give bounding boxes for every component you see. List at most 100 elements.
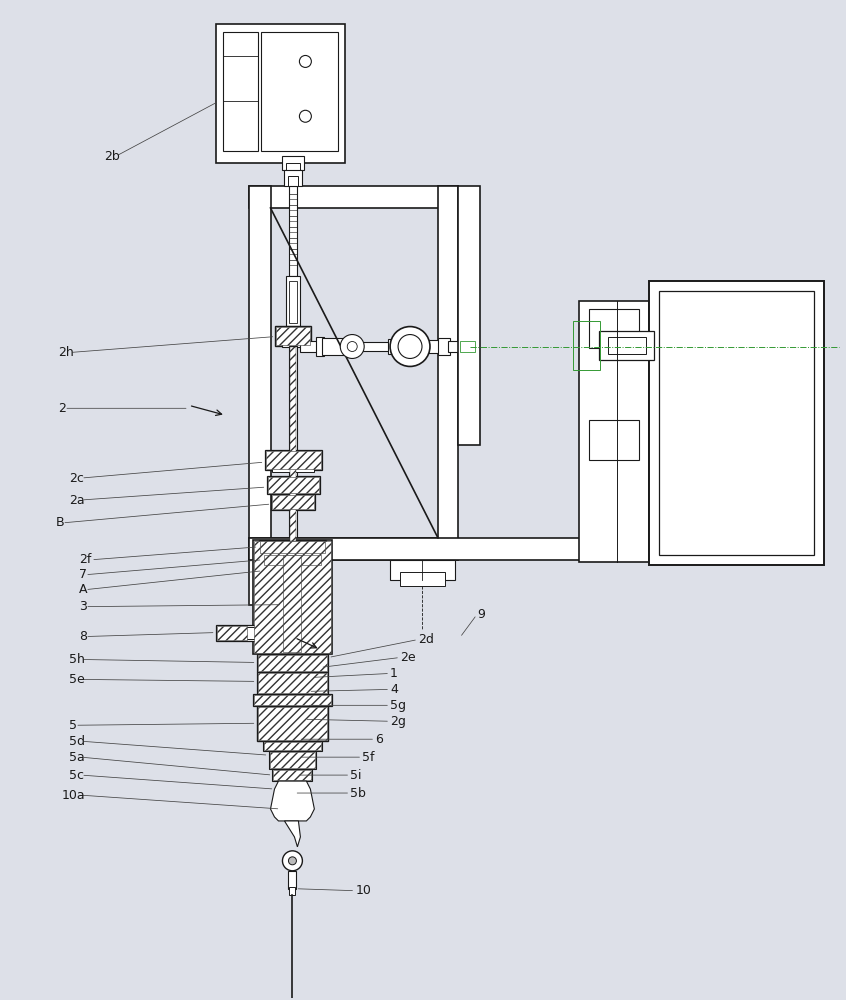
Bar bbox=[249, 538, 628, 560]
Bar bbox=[388, 339, 400, 354]
Text: 1: 1 bbox=[390, 667, 398, 680]
Bar bbox=[608, 337, 646, 354]
Bar bbox=[259, 540, 327, 554]
Bar bbox=[249, 538, 458, 560]
Bar bbox=[283, 555, 301, 652]
Bar bbox=[273, 770, 311, 780]
Circle shape bbox=[340, 335, 364, 358]
Bar bbox=[458, 186, 480, 445]
Bar bbox=[256, 672, 328, 694]
Bar bbox=[272, 466, 315, 472]
Text: 5d: 5d bbox=[69, 735, 85, 748]
Bar bbox=[254, 541, 332, 653]
Bar bbox=[289, 346, 298, 545]
Bar bbox=[289, 281, 298, 323]
Bar bbox=[426, 340, 440, 353]
Bar bbox=[268, 751, 316, 769]
Bar bbox=[262, 620, 284, 644]
Text: 2d: 2d bbox=[418, 633, 434, 646]
Bar bbox=[580, 301, 649, 562]
Bar bbox=[260, 541, 326, 553]
Bar bbox=[256, 706, 328, 741]
Text: 5a: 5a bbox=[69, 751, 85, 764]
Text: 10a: 10a bbox=[61, 789, 85, 802]
Bar bbox=[265, 450, 322, 470]
Text: 10: 10 bbox=[355, 884, 371, 897]
Bar bbox=[659, 291, 814, 555]
Bar bbox=[217, 626, 246, 640]
Bar bbox=[283, 554, 302, 653]
Bar bbox=[460, 341, 475, 352]
Bar bbox=[649, 281, 824, 565]
Text: 9: 9 bbox=[477, 608, 485, 621]
Bar bbox=[289, 887, 295, 895]
Bar bbox=[287, 276, 300, 326]
Text: 2b: 2b bbox=[104, 150, 120, 163]
Text: 5i: 5i bbox=[350, 769, 362, 782]
Bar bbox=[244, 627, 265, 639]
Bar bbox=[257, 707, 327, 740]
Text: 5c: 5c bbox=[69, 769, 84, 782]
Bar bbox=[263, 742, 321, 750]
Circle shape bbox=[390, 327, 430, 366]
Circle shape bbox=[299, 110, 311, 122]
Text: 5e: 5e bbox=[69, 673, 85, 686]
Bar bbox=[222, 32, 257, 151]
Bar bbox=[263, 555, 321, 565]
Bar bbox=[438, 338, 450, 355]
Circle shape bbox=[283, 851, 302, 871]
Bar bbox=[272, 494, 316, 510]
Text: 8: 8 bbox=[80, 630, 87, 643]
Bar bbox=[216, 625, 267, 641]
Text: 2e: 2e bbox=[400, 651, 415, 664]
Bar bbox=[289, 186, 298, 276]
Bar bbox=[253, 540, 332, 654]
Bar bbox=[262, 741, 322, 751]
Bar bbox=[276, 326, 311, 346]
Bar bbox=[590, 309, 640, 348]
Text: 2g: 2g bbox=[390, 715, 406, 728]
Bar bbox=[288, 871, 296, 889]
Bar bbox=[272, 769, 312, 781]
Bar bbox=[256, 654, 328, 672]
Text: B: B bbox=[56, 516, 65, 529]
Bar bbox=[249, 186, 271, 605]
Text: 7: 7 bbox=[80, 568, 87, 581]
Bar bbox=[362, 342, 390, 351]
Bar bbox=[216, 24, 345, 163]
Bar bbox=[254, 695, 332, 705]
Bar bbox=[390, 560, 455, 580]
Bar bbox=[288, 176, 299, 186]
Bar bbox=[270, 752, 316, 768]
Bar bbox=[257, 673, 327, 693]
Polygon shape bbox=[271, 781, 315, 821]
Text: 2f: 2f bbox=[80, 553, 91, 566]
Circle shape bbox=[288, 857, 296, 865]
Text: 2c: 2c bbox=[69, 472, 84, 485]
Bar bbox=[262, 554, 322, 566]
Bar bbox=[573, 321, 601, 370]
Text: 4: 4 bbox=[390, 683, 398, 696]
Bar bbox=[257, 655, 327, 671]
Bar bbox=[290, 347, 296, 541]
Bar bbox=[400, 572, 445, 586]
Bar bbox=[253, 694, 332, 706]
Bar bbox=[284, 170, 302, 186]
Bar bbox=[249, 186, 458, 208]
Text: 5g: 5g bbox=[390, 699, 406, 712]
Bar bbox=[267, 477, 319, 493]
Text: 3: 3 bbox=[80, 600, 87, 613]
Polygon shape bbox=[284, 821, 300, 847]
Bar bbox=[262, 566, 322, 576]
Bar bbox=[266, 451, 321, 469]
Circle shape bbox=[299, 55, 311, 67]
Bar bbox=[283, 156, 305, 170]
Text: 2a: 2a bbox=[69, 493, 85, 506]
Text: A: A bbox=[80, 583, 88, 596]
Bar bbox=[322, 338, 352, 355]
Bar bbox=[287, 163, 300, 171]
Text: 5: 5 bbox=[69, 719, 77, 732]
Bar bbox=[448, 341, 464, 352]
Bar bbox=[316, 337, 324, 356]
Circle shape bbox=[398, 335, 422, 358]
